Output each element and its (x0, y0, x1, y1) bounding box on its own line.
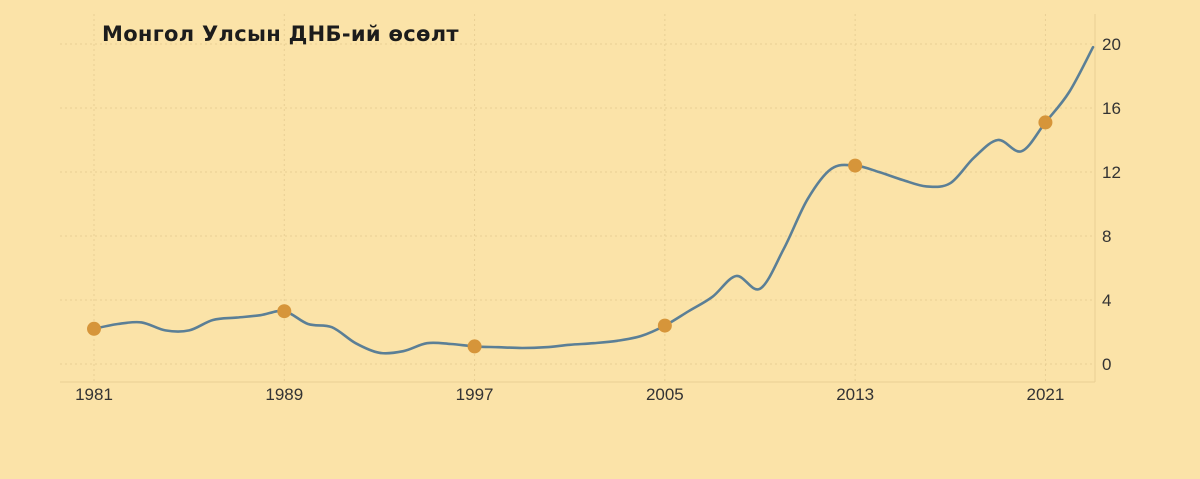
y-tick-label: 20 (1102, 35, 1121, 54)
x-tick-label: 2021 (1027, 385, 1065, 404)
y-tick-label: 8 (1102, 227, 1111, 246)
grid-lines (60, 14, 1095, 382)
gdp-line (92, 45, 1095, 355)
data-point-marker (277, 304, 292, 319)
y-tick-label: 16 (1102, 99, 1121, 118)
y-tick-label: 12 (1102, 163, 1121, 182)
y-tick-label: 4 (1102, 291, 1111, 310)
y-axis: 0 4 8 12 16 20 (1102, 35, 1121, 374)
chart-title: Монгол Улсын ДНБ-ий өсөлт (102, 22, 459, 46)
data-point-marker (1038, 115, 1053, 130)
x-axis: 1981 1989 1997 2005 2013 2021 (75, 385, 1064, 404)
x-tick-label: 2013 (836, 385, 874, 404)
x-tick-label: 1989 (265, 385, 303, 404)
x-tick-label: 1981 (75, 385, 113, 404)
highlight-markers (87, 115, 1053, 354)
data-point-marker (657, 318, 672, 333)
x-tick-label: 1997 (456, 385, 494, 404)
data-point-marker (848, 158, 863, 173)
data-point-marker (467, 339, 482, 354)
y-tick-label: 0 (1102, 355, 1111, 374)
data-point-marker (87, 321, 101, 336)
plot-frame (60, 14, 1096, 383)
x-tick-label: 2005 (646, 385, 684, 404)
